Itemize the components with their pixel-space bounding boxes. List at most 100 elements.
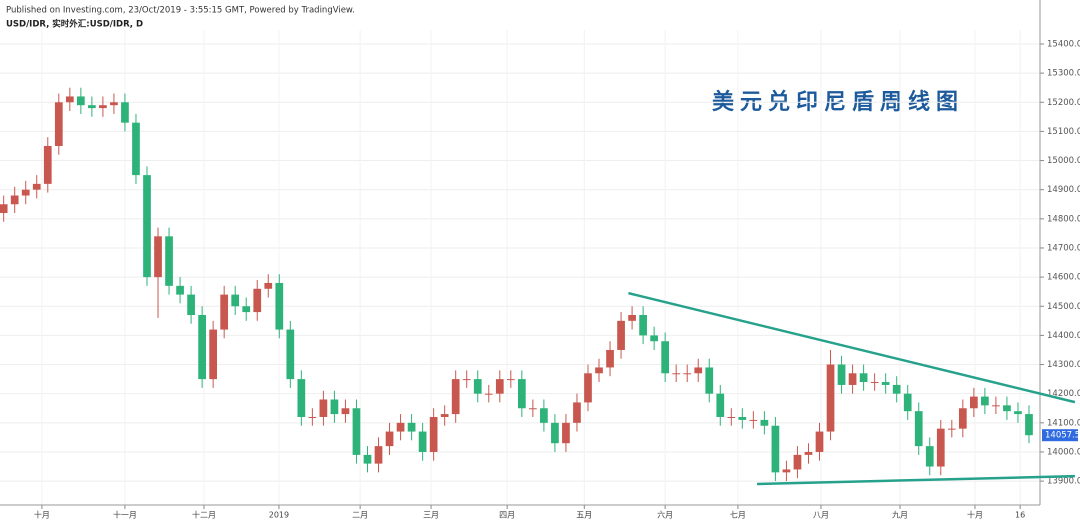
x-tick-label: 二月	[352, 511, 368, 520]
trend-line	[757, 474, 1075, 486]
candle-body	[1003, 405, 1011, 412]
candle-body	[385, 431, 394, 447]
price-label-box	[1042, 429, 1078, 442]
x-tick-label: 六月	[657, 510, 673, 520]
candle-body	[914, 411, 923, 447]
candle-body	[32, 183, 41, 190]
candle-body	[154, 236, 162, 278]
candle-body	[43, 145, 52, 184]
candle-body	[253, 288, 262, 313]
candle-body	[672, 373, 681, 375]
x-tick-label: 2019	[269, 511, 289, 520]
candle-body	[165, 236, 173, 286]
y-tick-label: 14000.0	[1047, 447, 1080, 457]
candle-body	[793, 454, 802, 470]
candle-body	[352, 408, 361, 455]
candle-body	[892, 384, 901, 394]
y-tick-label: 13900.0	[1047, 477, 1080, 487]
candle-body	[99, 105, 107, 109]
candle-body	[947, 428, 956, 430]
x-tick-label: 十一月	[113, 510, 137, 520]
candle-body	[749, 419, 758, 421]
candle-body	[936, 428, 945, 467]
symbol-label: USD/IDR, 实时外汇:USD/IDR, D	[6, 19, 143, 30]
candle-body	[804, 451, 813, 455]
candle-body	[958, 408, 967, 429]
candle-body	[969, 396, 978, 409]
candle-body	[275, 282, 284, 330]
candle-body	[826, 364, 835, 432]
candle-body	[76, 96, 85, 106]
candle-body	[540, 408, 548, 423]
candle-body	[705, 367, 714, 394]
x-tick-label: 十月	[34, 510, 50, 520]
candle-body	[308, 416, 317, 418]
candle-body	[88, 105, 96, 109]
candle-body	[264, 282, 273, 289]
y-tick-label: 14700.0	[1047, 243, 1080, 253]
candle-body	[220, 294, 229, 330]
price-label: 14057.5	[1045, 431, 1080, 441]
candle-body	[628, 315, 636, 321]
y-tick-label: 14100.0	[1047, 418, 1080, 428]
candle-body	[242, 306, 251, 313]
candle-body	[396, 422, 405, 432]
candle-body	[517, 379, 526, 409]
y-tick-label: 15100.0	[1047, 127, 1080, 137]
y-tick-label: 14500.0	[1047, 302, 1080, 312]
candle-body	[848, 373, 857, 385]
x-tick-label: 16	[1015, 511, 1025, 520]
candle-body	[870, 382, 879, 384]
candle-body	[473, 379, 482, 394]
candle-body	[650, 335, 658, 342]
y-tick-label: 14900.0	[1047, 185, 1080, 195]
candle-body	[374, 446, 383, 464]
y-tick-label: 14800.0	[1047, 214, 1080, 224]
trend-line	[628, 291, 1076, 404]
x-tick-label: 三月	[423, 511, 439, 520]
candle-body	[617, 320, 625, 350]
candle-body	[727, 416, 736, 418]
candle-body	[981, 396, 989, 406]
candle-body	[562, 422, 570, 444]
x-tick-label: 七月	[730, 511, 746, 520]
candle-body	[110, 102, 118, 106]
candle-body	[10, 195, 19, 205]
y-tick-label: 14300.0	[1047, 360, 1080, 370]
candle-body	[639, 315, 647, 336]
candle-body	[694, 367, 703, 374]
candle-body	[881, 382, 890, 385]
candle-body	[198, 315, 206, 380]
candle-body	[330, 399, 339, 415]
candle-body	[771, 425, 780, 473]
published-note: Published on Investing.com, 23/Oct/2019 …	[6, 6, 355, 16]
y-tick-label: 14600.0	[1047, 273, 1080, 283]
candle-body	[341, 408, 350, 415]
candle-body	[462, 379, 471, 381]
y-tick-label: 15000.0	[1047, 156, 1080, 166]
candle-body	[925, 446, 934, 467]
x-tick-label: 五月	[576, 511, 592, 520]
candle-body	[595, 367, 603, 374]
y-tick-label: 15400.0	[1047, 39, 1080, 49]
candle-body	[440, 414, 449, 417]
candle-body	[484, 393, 493, 395]
candle-body	[429, 416, 438, 452]
candle-body	[143, 175, 151, 278]
y-tick-label: 14200.0	[1047, 389, 1080, 399]
y-tick-label: 14400.0	[1047, 331, 1080, 341]
x-tick-label: 九月	[892, 511, 908, 520]
candle-body	[760, 419, 769, 426]
candle-body	[606, 349, 614, 368]
candle-body	[1014, 411, 1022, 415]
candle-body	[573, 402, 581, 423]
candle-body	[683, 373, 692, 375]
candle-body	[187, 294, 195, 315]
candle-body	[418, 431, 427, 452]
candle-body	[451, 379, 460, 415]
candle-body	[859, 373, 868, 383]
candle-body	[209, 329, 218, 380]
candle-body	[65, 96, 74, 103]
candle-body	[286, 329, 295, 380]
